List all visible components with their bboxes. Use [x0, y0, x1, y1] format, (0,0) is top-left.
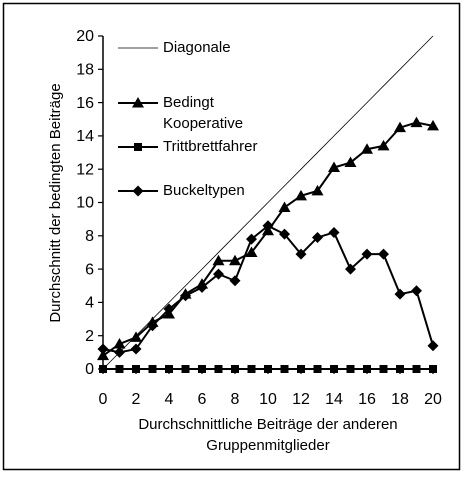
x-tick-label: 4 — [165, 391, 174, 408]
legend-label: Bedingt Kooperative — [163, 94, 244, 132]
legend-label-box: Diagonale — [163, 39, 231, 56]
legend-label: Trittbrettfahrer — [163, 138, 258, 155]
legend-label: Diagonale — [163, 39, 231, 56]
data-point — [181, 365, 190, 373]
data-point — [278, 201, 291, 212]
data-point — [114, 346, 125, 358]
legend-label: Buckeltypen — [163, 182, 245, 199]
data-point — [163, 303, 175, 315]
x-tick-label: 20 — [424, 391, 442, 408]
y-tick-label: 0 — [85, 361, 94, 378]
data-point — [361, 248, 373, 260]
data-point — [330, 365, 338, 373]
data-point — [346, 365, 355, 373]
data-point — [247, 365, 256, 373]
y-tick-label: 18 — [76, 62, 94, 79]
data-point — [231, 365, 239, 373]
data-point — [328, 226, 340, 238]
data-point — [280, 365, 289, 373]
data-point — [328, 161, 340, 173]
y-tick-label: 2 — [85, 328, 94, 345]
data-point — [97, 343, 109, 355]
data-point — [180, 290, 191, 302]
y-tick-label: 14 — [76, 128, 94, 145]
data-point — [363, 365, 371, 373]
data-point — [394, 121, 406, 133]
data-point — [212, 254, 225, 266]
frame — [2, 2, 461, 471]
data-point — [113, 338, 126, 349]
data-point — [279, 228, 290, 240]
data-point — [311, 184, 324, 196]
x-tick-label: 10 — [259, 391, 277, 408]
data-point — [246, 233, 257, 245]
data-point — [344, 156, 357, 168]
data-point — [412, 365, 421, 373]
x-tick-label: 18 — [391, 391, 409, 408]
data-point — [132, 365, 140, 373]
data-point — [196, 281, 208, 293]
data-point — [147, 320, 158, 332]
y-tick-label: 16 — [76, 95, 94, 112]
data-point — [165, 365, 173, 373]
data-point — [245, 246, 258, 257]
data-point — [130, 343, 142, 355]
data-point — [411, 285, 422, 297]
data-point — [345, 263, 356, 275]
data-point — [295, 248, 307, 260]
data-point — [214, 365, 223, 373]
data-point — [312, 231, 323, 243]
legend-label-box: Buckeltypen — [163, 182, 245, 199]
series-line — [102, 35, 434, 370]
data-point — [379, 365, 388, 373]
y-tick-label: 8 — [85, 228, 94, 245]
data-point — [229, 254, 241, 266]
data-point — [262, 220, 274, 232]
y-tick-label: 10 — [76, 195, 94, 212]
x-tick-label: 8 — [231, 391, 240, 408]
x-tick-label: 14 — [325, 391, 343, 408]
legend-marker — [132, 97, 144, 108]
y-axis-label: Durchschnitt der bedingten Beiträge — [47, 83, 64, 322]
x-tick-label: 2 — [132, 391, 141, 408]
data-point — [97, 349, 109, 361]
data-point — [229, 275, 241, 287]
legend-marker — [134, 143, 142, 151]
data-point — [115, 365, 124, 373]
y-tick-label: 4 — [85, 295, 94, 312]
data-point — [130, 331, 142, 342]
data-point — [427, 340, 439, 352]
data-point — [313, 365, 322, 373]
data-point — [410, 116, 423, 128]
legend-label-box: Trittbrettfahrer — [163, 138, 258, 155]
data-point — [396, 365, 404, 373]
x-axis-label-box: Durchschnittliche Beiträge der anderen G… — [138, 416, 398, 454]
data-point — [297, 365, 305, 373]
data-point — [427, 119, 439, 131]
data-point — [429, 365, 437, 373]
data-point — [213, 268, 224, 280]
data-point — [148, 365, 157, 373]
x-tick-label: 0 — [99, 391, 108, 408]
legend-marker — [132, 185, 144, 197]
x-tick-label: 16 — [358, 391, 376, 408]
x-tick-label: 6 — [198, 391, 207, 408]
data-point — [394, 288, 406, 300]
y-tick-label: 20 — [76, 28, 94, 45]
data-point — [361, 143, 373, 154]
y-tick-label: 12 — [76, 161, 94, 178]
data-point — [264, 365, 272, 373]
data-point — [295, 189, 307, 201]
y-tick-label: 6 — [85, 261, 94, 278]
x-axis-label: Durchschnittliche Beiträge der anderen G… — [138, 416, 398, 454]
data-point — [198, 365, 206, 373]
x-tick-label: 12 — [292, 391, 310, 408]
data-point — [378, 248, 389, 260]
data-point — [99, 365, 107, 373]
series-line — [102, 224, 434, 354]
data-point — [377, 139, 390, 151]
legend-label-box: Bedingt Kooperative — [163, 94, 244, 132]
